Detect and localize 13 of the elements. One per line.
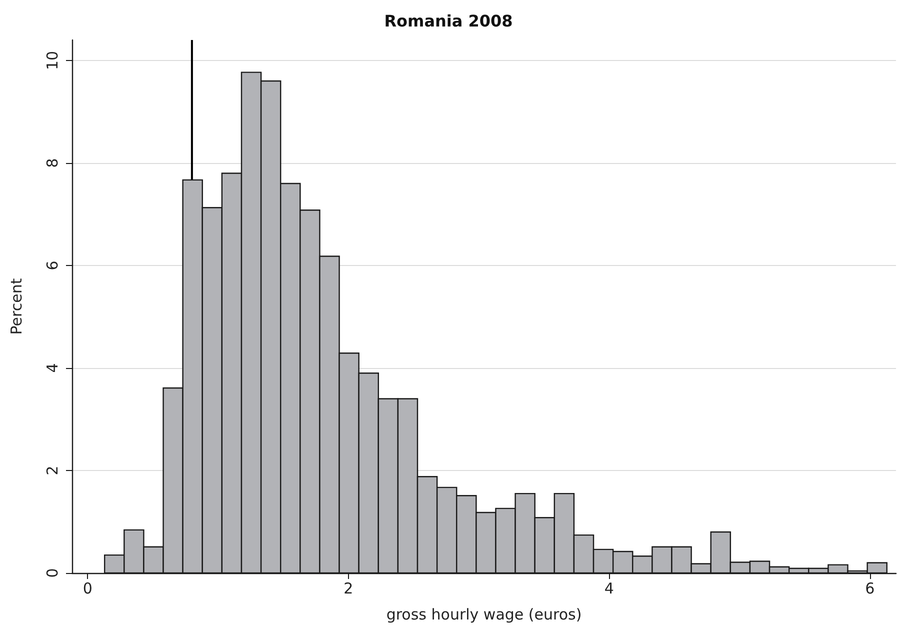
x-tick-label: 0 xyxy=(82,580,92,598)
x-tick-label: 4 xyxy=(604,580,614,598)
y-axis-title: Percent xyxy=(8,278,26,335)
y-tick-label: 10 xyxy=(44,50,62,70)
y-tick-label: 4 xyxy=(44,363,62,373)
y-tick-label: 0 xyxy=(44,568,62,578)
x-axis-title: gross hourly wage (euros) xyxy=(386,606,582,624)
y-tick-label: 8 xyxy=(44,158,62,168)
chart-title: Romania 2008 xyxy=(384,12,513,30)
y-tick-label: 6 xyxy=(44,260,62,270)
x-tick-label: 6 xyxy=(865,580,875,598)
y-tick-label: 2 xyxy=(44,466,62,476)
x-tick-label: 2 xyxy=(344,580,354,598)
